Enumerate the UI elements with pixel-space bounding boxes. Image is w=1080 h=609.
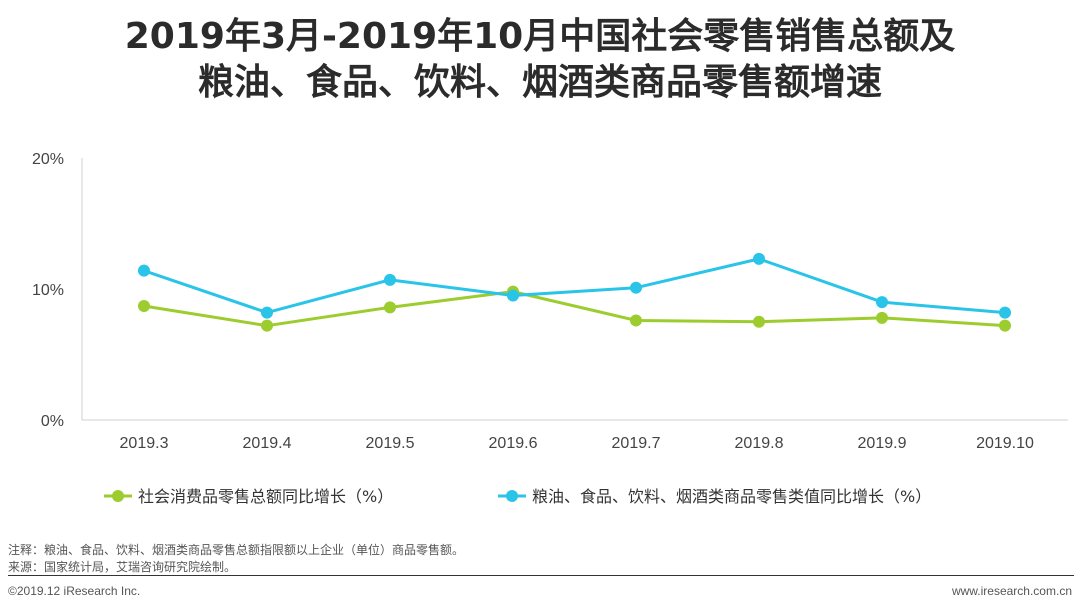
x-tick-label: 2019.6 (489, 435, 538, 452)
data-point-series-1 (138, 300, 150, 313)
footer-copyright: ©2019.12 iResearch Inc. (8, 584, 141, 598)
data-point-series-2 (261, 306, 273, 319)
data-point-series-2 (507, 289, 519, 302)
legend: 社会消费品零售总额同比增长（%） 粮油、食品、饮料、烟酒类商品零售类值同比增长（%… (104, 487, 931, 506)
legend-label-1: 社会消费品零售总额同比增长（%） (138, 487, 393, 506)
data-point-series-2 (138, 264, 150, 277)
data-point-series-2 (753, 252, 765, 265)
chart-title-line-2: 粮油、食品、饮料、烟酒类商品零售额增速 (197, 62, 882, 103)
data-point-series-1 (753, 315, 765, 328)
notes: 注释：粮油、食品、饮料、烟酒类商品零售总额指限额以上企业（单位）商品零售额。 来… (8, 542, 464, 576)
series-line-1 (143, 290, 1006, 328)
data-point-series-2 (876, 296, 888, 309)
footer-divider (8, 575, 1074, 576)
legend-label-2: 粮油、食品、饮料、烟酒类商品零售类值同比增长（%） (532, 487, 931, 506)
x-tick-label: 2019.10 (976, 435, 1034, 452)
x-tick-label: 2019.7 (612, 435, 661, 452)
x-tick-label: 2019.3 (120, 435, 169, 452)
series-line-2 (143, 257, 1006, 315)
x-tick-label: 2019.8 (735, 435, 784, 452)
y-tick-label: 20% (32, 151, 64, 168)
data-point-series-1 (261, 319, 273, 332)
data-point-series-2 (630, 281, 642, 294)
legend-marker-2 (506, 490, 518, 502)
y-tick-label: 10% (32, 282, 64, 299)
data-point-series-1 (384, 301, 396, 314)
y-tick-label: 0% (41, 413, 64, 430)
data-point-series-2 (384, 273, 396, 286)
x-tick-label: 2019.9 (858, 435, 907, 452)
data-point-series-1 (999, 319, 1011, 332)
series-layer (138, 252, 1011, 332)
data-point-series-1 (876, 311, 888, 324)
y-tick-labels: 0% 10% 20% (32, 151, 64, 430)
x-tick-labels: 2019.3 2019.4 2019.5 2019.6 2019.7 2019.8 2019… (120, 435, 1034, 452)
x-tick-label: 2019.5 (366, 435, 415, 452)
legend-marker-1 (112, 490, 124, 502)
note-line: 注释：粮油、食品、饮料、烟酒类商品零售总额指限额以上企业（单位）商品零售额。 (8, 543, 465, 557)
data-point-series-2 (999, 306, 1011, 319)
chart-title-line-1: 2019年3月-2019年10月中国社会零售销售总额及 (124, 16, 956, 57)
x-tick-label: 2019.4 (243, 435, 292, 452)
footer-website[interactable]: www.iresearch.com.cn (951, 584, 1072, 598)
source-line: 来源：国家统计局，艾瑞咨询研究院绘制。 (8, 560, 237, 574)
data-point-series-1 (630, 314, 642, 327)
chart-title: 2019年3月-2019年10月中国社会零售销售总额及 粮油、食品、饮料、烟酒类… (0, 14, 1080, 106)
line-chart: 0%10%20% 2019.3 2019.4 2019.5 2019.6 2019.7 2… (32, 151, 1068, 506)
